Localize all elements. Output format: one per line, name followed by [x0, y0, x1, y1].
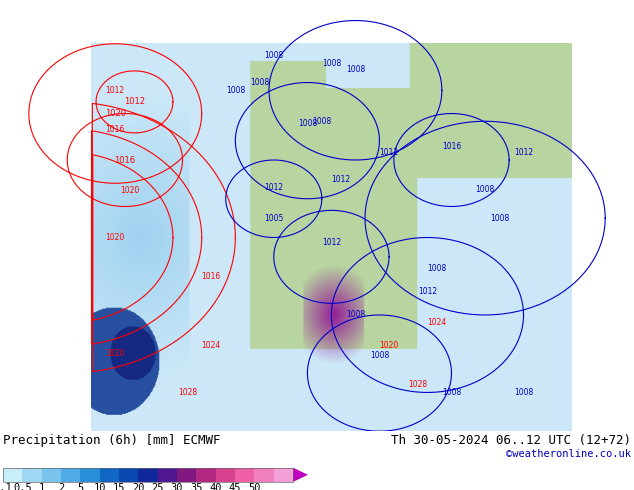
- Text: 50: 50: [248, 483, 261, 490]
- Text: 1008: 1008: [226, 86, 245, 95]
- Text: 1: 1: [39, 483, 45, 490]
- Text: 1020: 1020: [106, 233, 125, 242]
- Text: 1008: 1008: [370, 351, 389, 360]
- Bar: [3, 467, 293, 482]
- Text: 1008: 1008: [476, 185, 495, 194]
- Bar: [197, 467, 216, 482]
- Text: 1008: 1008: [312, 117, 332, 126]
- Text: 1012: 1012: [124, 98, 145, 106]
- Bar: [100, 467, 119, 482]
- Text: 1028: 1028: [178, 388, 197, 397]
- Text: 10: 10: [93, 483, 106, 490]
- Bar: [216, 467, 235, 482]
- Text: 1028: 1028: [408, 380, 427, 389]
- Text: 45: 45: [229, 483, 242, 490]
- Text: 20: 20: [132, 483, 145, 490]
- Bar: [42, 467, 61, 482]
- Text: 1020: 1020: [120, 187, 139, 196]
- Text: 1008: 1008: [322, 59, 341, 68]
- Text: 1005: 1005: [264, 214, 283, 222]
- Bar: [81, 467, 100, 482]
- Text: 1016: 1016: [202, 272, 221, 281]
- Text: 35: 35: [190, 483, 203, 490]
- Text: 1020: 1020: [105, 109, 126, 118]
- Polygon shape: [293, 467, 308, 482]
- Text: 1024: 1024: [427, 318, 447, 327]
- Text: 1008: 1008: [264, 51, 283, 60]
- Text: ©weatheronline.co.uk: ©weatheronline.co.uk: [506, 449, 631, 460]
- Bar: [235, 467, 255, 482]
- Text: 1008: 1008: [427, 264, 447, 273]
- Text: 1008: 1008: [490, 214, 509, 222]
- Text: 1008: 1008: [346, 65, 365, 74]
- Text: 25: 25: [152, 483, 164, 490]
- Text: 1012: 1012: [322, 239, 341, 247]
- Text: 1008: 1008: [250, 78, 269, 87]
- Text: 1012: 1012: [332, 175, 351, 184]
- Text: 1020: 1020: [106, 349, 125, 358]
- Text: 1016: 1016: [442, 142, 461, 150]
- Text: 1020: 1020: [379, 342, 399, 350]
- Text: 1016: 1016: [106, 124, 125, 133]
- Text: 0.5: 0.5: [13, 483, 32, 490]
- Text: 1012: 1012: [106, 86, 125, 95]
- Text: 1024: 1024: [202, 342, 221, 350]
- Text: 1012: 1012: [514, 148, 533, 157]
- Text: 1012: 1012: [264, 183, 283, 192]
- Bar: [274, 467, 294, 482]
- Text: Th 30-05-2024 06..12 UTC (12+72): Th 30-05-2024 06..12 UTC (12+72): [391, 434, 631, 447]
- Text: 1016: 1016: [114, 155, 136, 165]
- Text: 5: 5: [77, 483, 84, 490]
- Bar: [254, 467, 274, 482]
- Bar: [61, 467, 81, 482]
- Text: 1012: 1012: [418, 287, 437, 296]
- Bar: [22, 467, 42, 482]
- Text: 1008: 1008: [514, 388, 533, 397]
- Bar: [3, 467, 23, 482]
- Text: 1008: 1008: [442, 388, 461, 397]
- Text: 0.1: 0.1: [0, 483, 13, 490]
- Text: 2: 2: [58, 483, 64, 490]
- Bar: [177, 467, 197, 482]
- Text: 1008: 1008: [346, 311, 365, 319]
- Text: Precipitation (6h) [mm] ECMWF: Precipitation (6h) [mm] ECMWF: [3, 434, 221, 447]
- Text: 30: 30: [171, 483, 183, 490]
- Text: 1008: 1008: [298, 119, 317, 128]
- Text: 40: 40: [209, 483, 222, 490]
- Text: 1012: 1012: [380, 148, 399, 157]
- Bar: [138, 467, 158, 482]
- Text: 15: 15: [113, 483, 126, 490]
- Bar: [158, 467, 178, 482]
- Bar: [119, 467, 139, 482]
